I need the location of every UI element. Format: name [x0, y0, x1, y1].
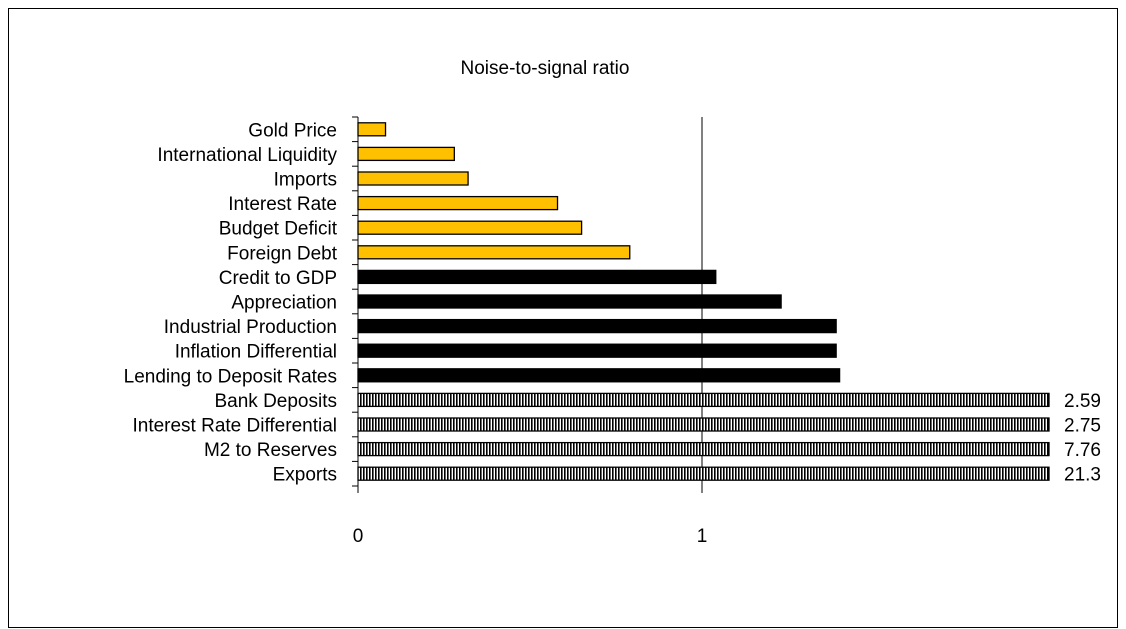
category-label: Exports: [273, 465, 337, 486]
bar: [357, 195, 559, 211]
category-label: Inflation Differential: [175, 342, 337, 363]
value-label: 2.59: [1064, 391, 1101, 412]
bar: [357, 392, 1050, 408]
bar: [357, 343, 837, 358]
bar: [357, 245, 631, 260]
category-label: M2 to Reserves: [204, 440, 337, 461]
bars-group: [357, 122, 1050, 481]
bar: [357, 269, 717, 285]
category-label: Interest Rate: [228, 194, 337, 215]
bar: [357, 294, 782, 309]
bar: [357, 318, 837, 334]
bar: [357, 368, 841, 383]
bar: [357, 466, 1050, 481]
value-label: 21.3: [1064, 465, 1101, 486]
category-label: Budget Deficit: [219, 219, 338, 240]
bar: [357, 417, 1050, 432]
chart-title: Noise-to-signal ratio: [461, 58, 630, 79]
bar: [357, 441, 1050, 457]
category-label: Gold Price: [248, 120, 337, 141]
category-label: Interest Rate Differential: [132, 416, 337, 437]
category-labels-group: Gold Price International Liquidity Imports…: [124, 120, 1101, 485]
category-label: Imports: [274, 170, 337, 191]
category-label: Foreign Debt: [227, 243, 338, 264]
chart-frame: Noise-to-signal ratio 0 1 Gold Price Inter…: [8, 8, 1118, 628]
bar: [357, 122, 387, 137]
bar: [357, 146, 455, 162]
bar: [357, 171, 469, 186]
bar: [357, 220, 583, 235]
category-label: Bank Deposits: [214, 391, 337, 412]
value-label: 2.75: [1064, 416, 1101, 437]
category-label: Appreciation: [231, 293, 337, 314]
noise-to-signal-chart: Noise-to-signal ratio 0 1 Gold Price Inter…: [124, 58, 1101, 547]
x-tick-label: 0: [353, 526, 364, 547]
category-label: International Liquidity: [157, 145, 337, 166]
x-tick-label: 1: [697, 526, 708, 547]
value-label: 7.76: [1064, 440, 1101, 461]
category-label: Industrial Production: [164, 317, 337, 338]
category-label: Credit to GDP: [219, 268, 337, 289]
category-label: Lending to Deposit Rates: [124, 366, 337, 387]
